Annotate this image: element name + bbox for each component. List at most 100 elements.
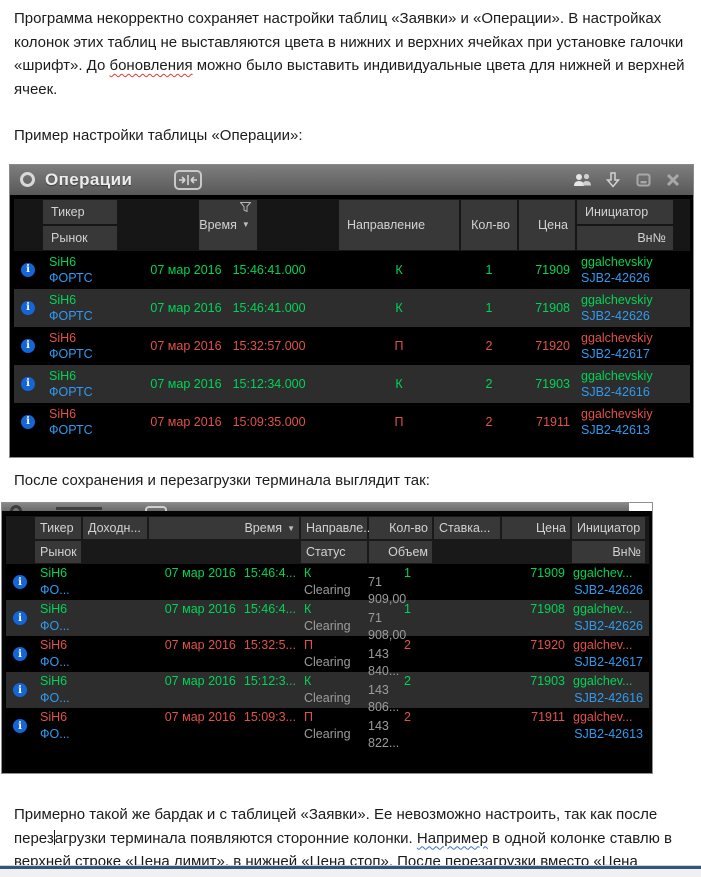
window-titlebar-clipped[interactable] xyxy=(2,503,629,511)
row-info-button[interactable]: i xyxy=(14,365,42,403)
price-cell: 71920 xyxy=(530,638,565,652)
header-time-column[interactable]: Время ▼ xyxy=(118,199,338,251)
header-price-column[interactable]: Цена xyxy=(501,516,571,564)
header-market[interactable]: Рынок xyxy=(43,225,117,250)
qty-volume-cell: 2 143 806... xyxy=(368,674,411,714)
header-rate-column[interactable]: Ставка... xyxy=(433,516,501,564)
close-icon xyxy=(666,173,680,186)
time-value: 15:46:41.000 xyxy=(232,262,306,277)
info-icon: i xyxy=(13,647,27,661)
users-button[interactable] xyxy=(573,170,593,190)
direction-status-cell: К Clearing xyxy=(304,602,351,633)
operations-table-after-reload: Тикер Рынок Доходн... Время ▼ Направле...… xyxy=(2,511,652,774)
row-info-button[interactable]: i xyxy=(14,251,42,289)
table-row[interactable]: i SiH6 ФОРТС 07 мар 2016 15:32:57.000 П 2 … xyxy=(14,326,690,365)
table-row[interactable]: i SiH6 ФО... 07 мар 2016 15:46:4... К Clear… xyxy=(6,564,649,606)
header-market[interactable]: Рынок xyxy=(35,541,81,563)
header-qty-column[interactable]: Кол-во Объем xyxy=(368,516,433,564)
ticker-cell: SiH6 ФОРТС xyxy=(49,368,93,399)
row-info-button[interactable]: i xyxy=(6,672,34,708)
header-status: Статус xyxy=(301,541,367,563)
misspelled-word: боновления xyxy=(109,57,193,74)
header-time-column[interactable]: Время ▼ xyxy=(148,516,300,564)
row-info-button[interactable]: i xyxy=(6,708,34,744)
row-info-button[interactable]: i xyxy=(6,600,34,636)
fit-columns-button[interactable] xyxy=(174,169,203,190)
window-menu-icon[interactable] xyxy=(20,172,35,187)
profit-cell xyxy=(82,636,148,672)
fit-columns-icon xyxy=(179,174,198,185)
header-initiator-column[interactable]: Инициатор Вн№ xyxy=(571,516,646,564)
header-profit-column[interactable]: Доходн... xyxy=(82,516,148,564)
initiator-cell: ggalchev... SJB2-42626 xyxy=(573,566,643,597)
table-row[interactable]: i SiH6 ФО... 07 мар 2016 15:12:3... К Clear… xyxy=(6,672,649,714)
initiator-cell: ggalchevskiy SJB2-42617 xyxy=(581,330,653,361)
header-ticker-market[interactable]: Тикер Рынок xyxy=(42,199,118,251)
header-price-column[interactable]: Цена xyxy=(518,199,576,251)
table-header: Тикер Рынок Доходн... Время ▼ Направле...… xyxy=(6,516,649,564)
header-direction: Направление xyxy=(339,199,459,250)
header-direction-column[interactable]: Направление xyxy=(338,199,460,251)
download-button[interactable] xyxy=(603,170,623,190)
info-icon: i xyxy=(13,683,27,697)
table-row[interactable]: i SiH6 ФОРТС 07 мар 2016 15:09:35.000 П 2 … xyxy=(14,402,690,441)
filter-icon[interactable] xyxy=(239,201,251,212)
row-info-button[interactable]: i xyxy=(14,403,42,441)
date-value: 07 мар 2016 xyxy=(150,262,222,277)
row-info-button[interactable]: i xyxy=(6,564,34,600)
table-row[interactable]: i SiH6 ФО... 07 мар 2016 15:46:4... К Clear… xyxy=(6,600,649,642)
header-initiator: Инициатор xyxy=(572,517,645,539)
ticker-value: SiH6 xyxy=(49,254,77,269)
info-icon: i xyxy=(21,300,35,315)
row-info-button[interactable]: i xyxy=(14,327,42,365)
info-icon: i xyxy=(21,414,35,429)
info-icon: i xyxy=(13,575,27,589)
price-cell: 71911 xyxy=(531,710,565,724)
ticker-cell: SiH6 ФО... xyxy=(40,674,70,705)
header-qty-column[interactable]: Кол-во xyxy=(460,199,518,251)
window-title: Операции xyxy=(45,169,133,189)
price-cell: 71903 xyxy=(535,376,570,391)
header-price: Цена xyxy=(502,517,570,539)
direction-status-cell: К Clearing xyxy=(304,674,351,705)
table-row[interactable]: i SiH6 ФО... 07 мар 2016 15:32:5... П Clear… xyxy=(6,636,649,678)
header-ticker[interactable]: Тикер xyxy=(43,199,117,224)
table-row[interactable]: i SiH6 ФОРТС 07 мар 2016 15:12:34.000 К 2 … xyxy=(14,364,690,403)
header-vnno: Вн№ xyxy=(577,225,673,250)
info-icon: i xyxy=(21,262,35,277)
users-icon xyxy=(574,173,591,186)
header-initiator-column[interactable]: Инициатор Вн№ xyxy=(576,199,674,251)
minimize-button[interactable] xyxy=(633,170,653,190)
rate-cell xyxy=(433,600,501,636)
table-empty-area xyxy=(14,440,690,455)
ticker-cell: SiH6 ФОРТС xyxy=(42,251,118,289)
header-qty: Кол-во xyxy=(461,199,517,250)
close-button[interactable] xyxy=(663,170,683,190)
rate-cell xyxy=(433,636,501,672)
row-info-button[interactable]: i xyxy=(14,289,42,327)
initiator-cell: ggalchev... SJB2-42626 xyxy=(573,602,643,633)
time-cell: 07 мар 2016 15:12:34.000 xyxy=(150,376,306,391)
row-info-button[interactable]: i xyxy=(6,636,34,672)
qty-cell: 2 xyxy=(485,376,493,391)
table-row[interactable]: i SiH6 ФОРТС 07 мар 2016 15:46:41.000 К 1 … xyxy=(14,250,690,289)
price-cell: 71911 xyxy=(536,414,570,429)
direction-cell: П xyxy=(394,338,404,353)
table-row[interactable]: i SiH6 ФОРТС 07 мар 2016 15:46:41.000 К 1 … xyxy=(14,288,690,327)
operations-window: Операции xyxy=(9,163,694,458)
paragraph-orders-text2: агрузки терминала появляются сторонние к… xyxy=(54,829,417,847)
time-cell: 07 мар 2016 15:09:3... xyxy=(164,710,296,724)
price-cell: 71909 xyxy=(535,262,570,277)
qty-volume-cell: 1 71 909,00 xyxy=(368,566,411,606)
paragraph-after-reload: После сохранения и перезагрузки терминал… xyxy=(14,471,430,489)
header-direction-column[interactable]: Направле... Статус xyxy=(300,516,374,564)
header-ticker[interactable]: Тикер xyxy=(35,517,81,539)
header-time: Время xyxy=(199,217,237,232)
paragraph-intro-text: Программа некорректно сохраняет настройк… xyxy=(14,10,684,74)
header-price: Цена xyxy=(519,199,575,250)
table-row[interactable]: i SiH6 ФО... 07 мар 2016 15:09:3... П Clear… xyxy=(6,708,649,750)
header-ticker-market[interactable]: Тикер Рынок xyxy=(34,516,82,564)
direction-cell: К xyxy=(395,300,403,315)
window-titlebar[interactable]: Операции xyxy=(10,164,693,195)
initiator-cell: ggalchevskiy SJB2-42613 xyxy=(581,406,653,437)
